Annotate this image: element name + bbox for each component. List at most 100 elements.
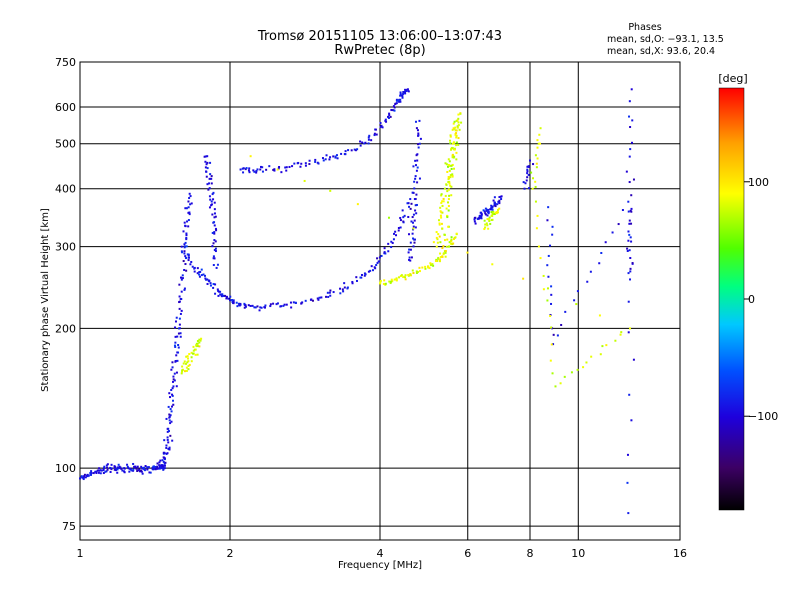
data-point <box>445 163 448 166</box>
data-point <box>416 166 419 169</box>
data-point <box>141 472 144 475</box>
data-point <box>188 353 191 356</box>
data-point <box>410 202 413 205</box>
data-point <box>452 242 455 245</box>
data-point <box>444 251 447 254</box>
data-point <box>188 197 191 200</box>
data-point <box>393 232 396 235</box>
data-point <box>168 416 171 419</box>
data-point <box>409 241 412 244</box>
data-point <box>413 238 416 241</box>
data-point <box>449 142 452 145</box>
data-point <box>146 466 149 469</box>
x-tick-label: 8 <box>527 547 534 560</box>
data-point <box>619 333 622 336</box>
data-point <box>174 341 177 344</box>
data-point <box>216 288 219 291</box>
data-point <box>347 149 350 152</box>
data-point <box>156 466 159 469</box>
data-point <box>627 272 630 275</box>
data-point <box>526 170 529 173</box>
data-point <box>563 375 566 378</box>
data-point <box>395 234 398 237</box>
data-point <box>92 472 95 475</box>
data-point <box>198 345 201 348</box>
data-point <box>114 467 117 470</box>
data-point <box>439 210 442 213</box>
data-point <box>629 270 632 273</box>
data-point <box>158 464 161 467</box>
data-point <box>445 245 448 248</box>
data-point <box>132 469 135 472</box>
data-point <box>408 258 411 261</box>
data-point <box>196 339 199 342</box>
data-point <box>120 467 123 470</box>
data-point <box>416 181 419 184</box>
data-point <box>300 162 303 165</box>
data-point <box>189 263 192 266</box>
data-point <box>450 167 453 170</box>
data-point <box>522 181 525 184</box>
data-point <box>367 270 370 273</box>
data-point <box>291 165 294 168</box>
data-point <box>171 387 174 390</box>
data-point <box>156 467 159 470</box>
data-point <box>424 267 427 270</box>
data-point <box>195 343 198 346</box>
data-point <box>167 441 170 444</box>
data-point <box>549 359 552 362</box>
data-point <box>254 306 257 309</box>
data-point <box>620 331 623 334</box>
data-point <box>493 204 496 207</box>
data-point <box>116 466 119 469</box>
data-point <box>450 194 453 197</box>
data-point <box>170 420 173 423</box>
data-point <box>212 264 215 267</box>
data-point <box>179 332 182 335</box>
data-point <box>404 92 407 95</box>
data-point <box>213 248 216 251</box>
data-point <box>184 207 187 210</box>
data-point <box>318 296 321 299</box>
data-point <box>206 282 209 285</box>
data-point <box>244 305 247 308</box>
data-point <box>149 471 152 474</box>
data-point <box>627 210 630 213</box>
data-point <box>208 187 211 190</box>
data-point <box>83 473 86 476</box>
data-point <box>383 279 386 282</box>
data-point <box>440 216 443 219</box>
data-point <box>209 198 212 201</box>
data-point <box>212 242 215 245</box>
data-point <box>447 178 450 181</box>
data-point <box>212 191 215 194</box>
data-point <box>113 468 116 471</box>
data-point <box>546 287 549 290</box>
data-point <box>409 259 412 262</box>
data-point <box>484 213 487 216</box>
y-tick-label: 100 <box>55 462 76 475</box>
data-point <box>415 164 418 167</box>
data-point <box>264 304 267 307</box>
data-point <box>205 170 208 173</box>
data-point <box>492 213 495 216</box>
data-point <box>95 470 98 473</box>
data-point <box>389 282 392 285</box>
data-point <box>344 150 347 153</box>
data-point <box>491 218 494 221</box>
data-point <box>212 283 215 286</box>
data-point <box>446 170 449 173</box>
data-point <box>184 241 187 244</box>
data-point <box>276 302 279 305</box>
data-point <box>485 222 488 225</box>
data-point <box>449 135 452 138</box>
data-point <box>625 170 628 173</box>
data-point <box>200 337 203 340</box>
data-point <box>248 171 251 174</box>
data-point <box>245 167 248 170</box>
data-point <box>119 466 122 469</box>
data-point <box>449 134 452 137</box>
data-point <box>411 221 414 224</box>
data-point <box>280 171 283 174</box>
data-point <box>410 256 413 259</box>
